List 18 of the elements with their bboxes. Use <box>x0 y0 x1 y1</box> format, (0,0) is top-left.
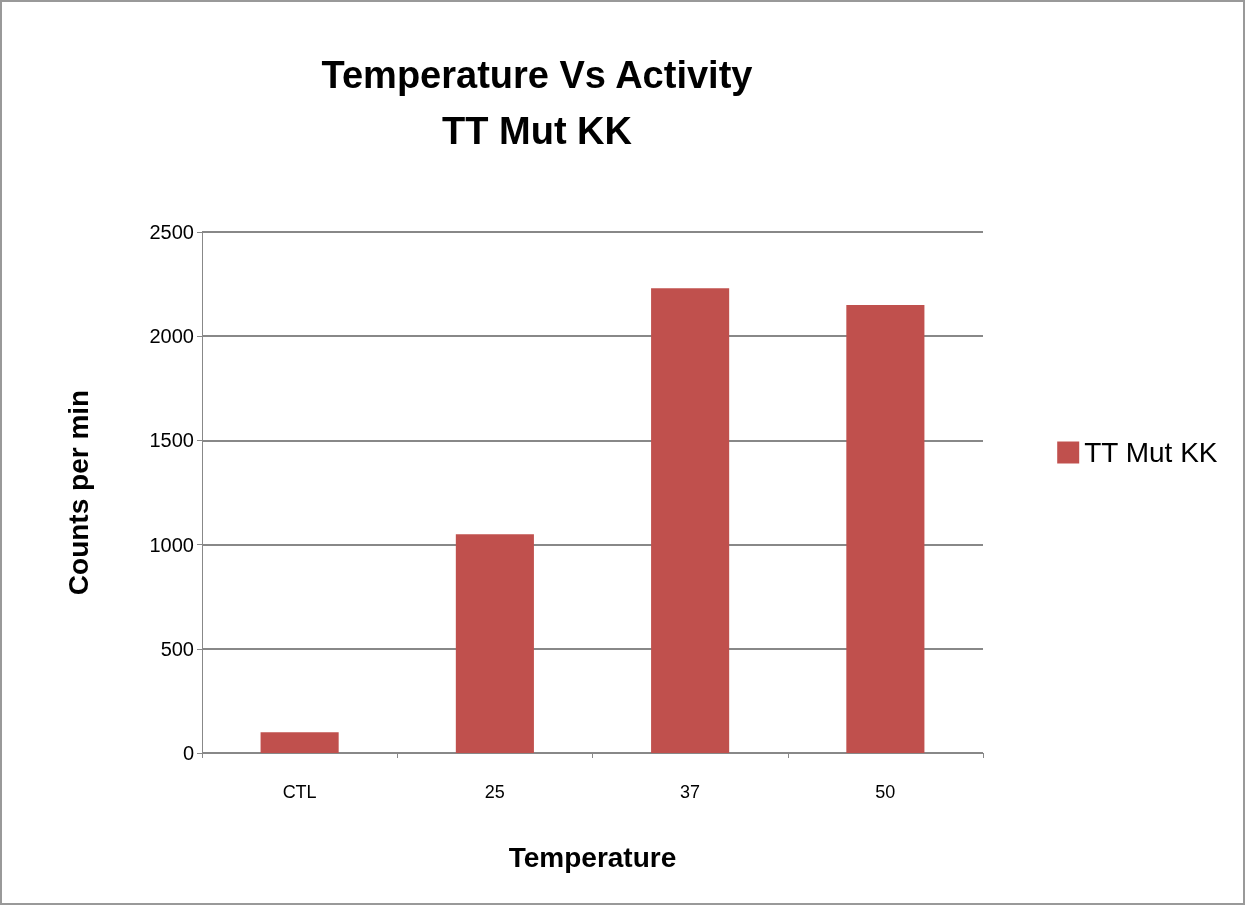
x-axis-title: Temperature <box>508 841 677 873</box>
y-tick-label: 0 <box>182 742 194 764</box>
y-tick-label: 2500 <box>149 221 194 243</box>
y-axis-title: Counts per min <box>62 389 94 596</box>
bar <box>651 288 730 753</box>
chart-title: Temperature Vs Activity TT Mut KK <box>321 54 753 152</box>
y-tick-label: 500 <box>160 637 194 660</box>
x-tick-label: 25 <box>484 782 505 802</box>
y-tick-label: 1500 <box>149 429 194 452</box>
bar <box>846 304 925 753</box>
x-tick-label: 37 <box>680 782 701 802</box>
bar <box>260 732 339 753</box>
bar <box>455 534 534 753</box>
y-tick-label: 2000 <box>149 325 194 348</box>
x-tick-label: 50 <box>875 782 896 802</box>
legend-label: TT Mut KK <box>1084 437 1218 468</box>
y-tick-label: 1000 <box>149 533 194 556</box>
x-tick-label: CTL <box>282 782 317 802</box>
